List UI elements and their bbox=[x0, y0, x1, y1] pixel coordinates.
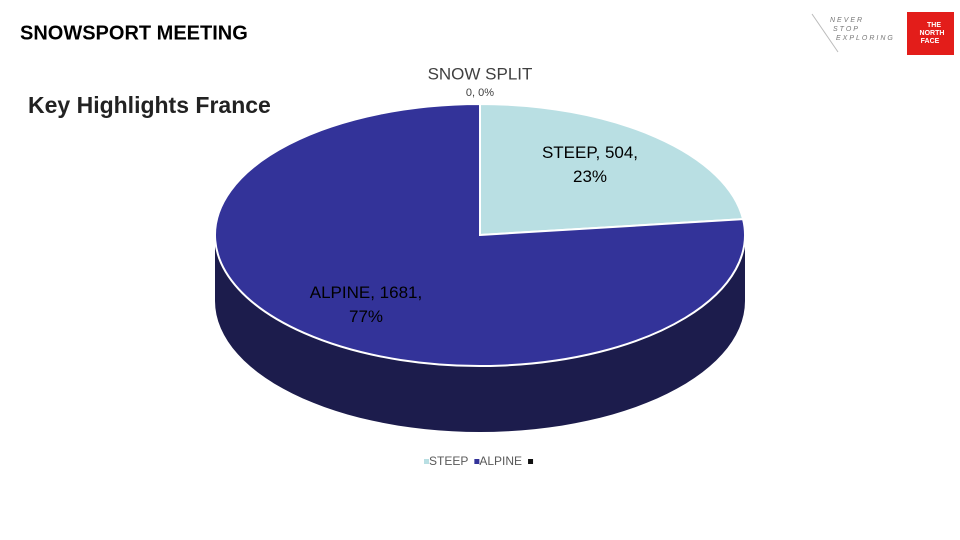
data-label: STEEP, 504, 23% bbox=[541, 143, 639, 186]
logo-text: NORTH bbox=[920, 30, 945, 37]
legend-marker bbox=[474, 459, 480, 464]
tagline: NEVER bbox=[830, 17, 864, 24]
pie-slice bbox=[479, 102, 745, 237]
tagline: STOP bbox=[833, 26, 860, 33]
legend-label: ALPINE bbox=[479, 454, 522, 468]
logo-text: FACE bbox=[921, 38, 940, 45]
pie-slice bbox=[214, 102, 746, 367]
legend-marker bbox=[424, 459, 429, 464]
data-label: 0, 0% bbox=[465, 87, 495, 99]
logo-text: THE bbox=[927, 22, 941, 29]
pie-side bbox=[215, 235, 745, 432]
chart-title: SNOW SPLIT bbox=[428, 64, 533, 83]
data-label: ALPINE, 1681, 77% bbox=[309, 283, 423, 326]
logo-slash bbox=[811, 13, 839, 53]
slide-title: SNOWSPORT MEETING bbox=[20, 22, 248, 44]
slide-subtitle: Key Highlights France bbox=[28, 92, 271, 118]
legend-marker bbox=[528, 459, 534, 464]
logo-box bbox=[907, 12, 954, 55]
tagline: EXPLORING bbox=[836, 35, 895, 42]
legend-label: STEEP bbox=[429, 454, 468, 468]
